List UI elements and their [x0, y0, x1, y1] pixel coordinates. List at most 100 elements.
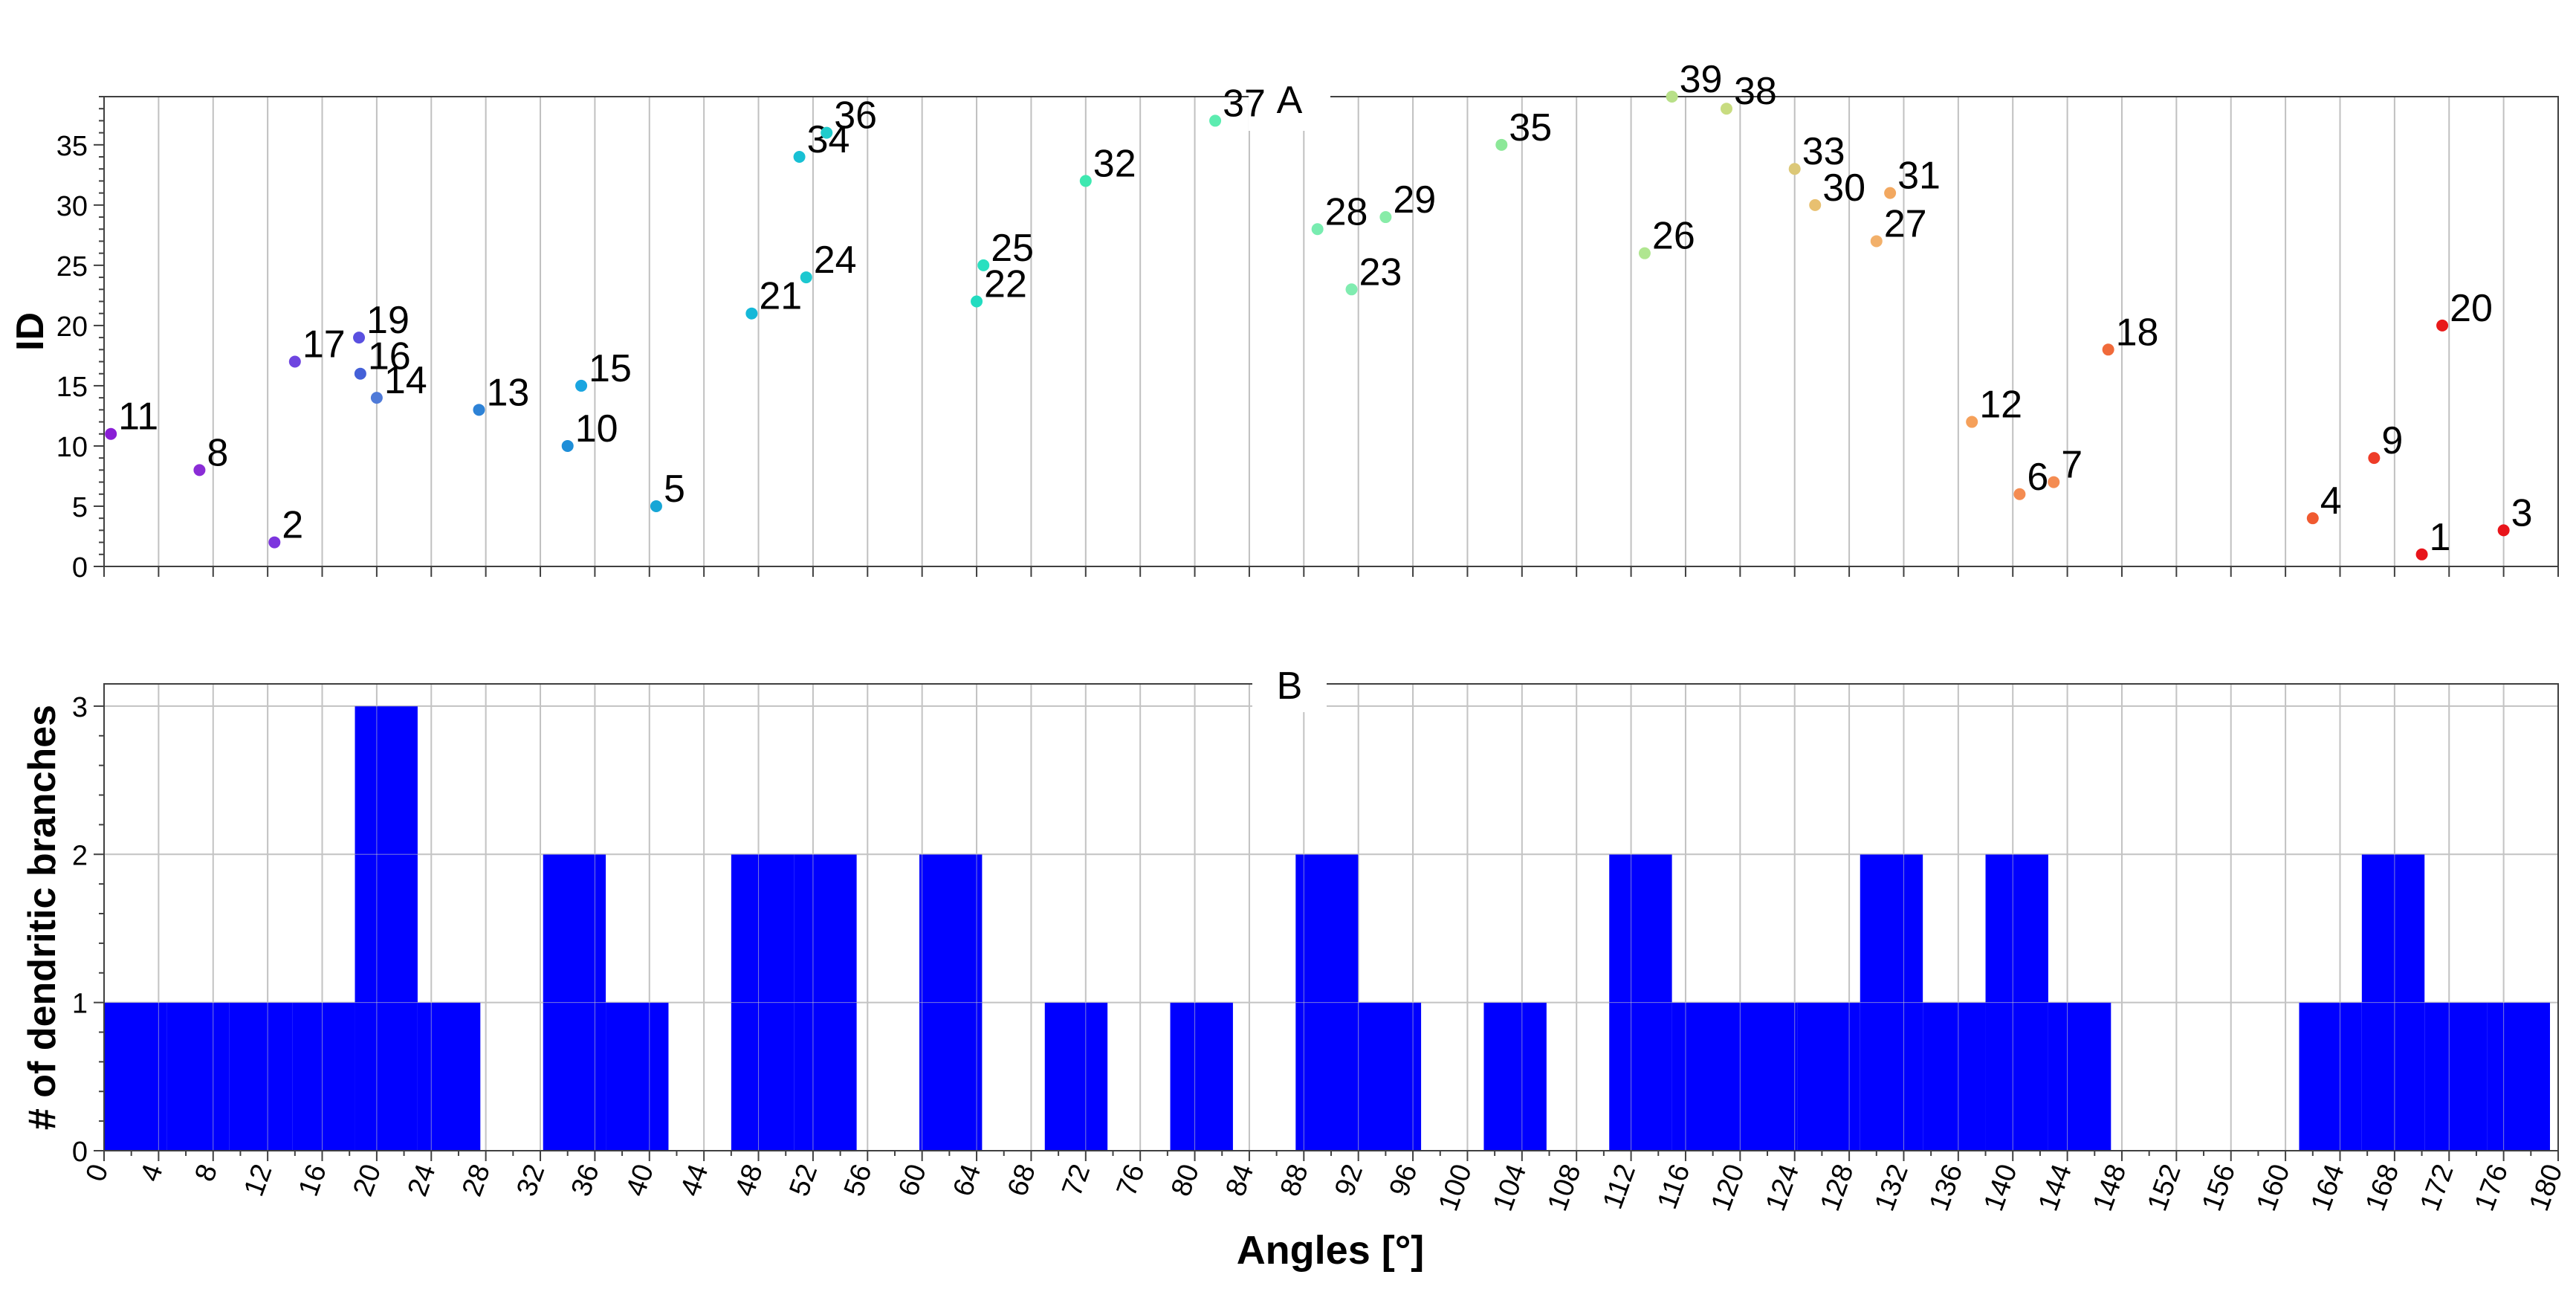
histogram-bar: [1044, 1002, 1108, 1151]
scatter-point-label: 39: [1680, 58, 1723, 101]
scatter-point: [971, 295, 983, 308]
scatter-point-label: 15: [589, 347, 632, 390]
scatter-point-label: 32: [1093, 142, 1136, 185]
histogram-bar: [2424, 1002, 2488, 1151]
histogram-x-tick-label: 48: [729, 1160, 769, 1201]
scatter-point: [800, 271, 812, 284]
scatter-point: [1666, 91, 1678, 103]
histogram-x-tick-label: 156: [2196, 1160, 2242, 1215]
scatter-point: [1809, 198, 1822, 211]
scatter-point-label: 33: [1802, 130, 1845, 173]
histogram-x-tick-label: 28: [456, 1160, 496, 1201]
histogram-x-axis-label: Angles [°]: [1237, 1228, 1425, 1273]
scatter-point-label: 17: [302, 323, 346, 366]
histogram-x-tick-label: 68: [1002, 1160, 1042, 1201]
scatter-point-label: 26: [1652, 215, 1695, 258]
histogram-x-tick-label: 32: [511, 1160, 551, 1201]
histogram-x-tick-label: 104: [1487, 1160, 1533, 1215]
scatter-y-axis-label: ID: [9, 312, 52, 351]
scatter-point-label: 35: [1509, 106, 1552, 149]
scatter-point-label: 29: [1393, 178, 1436, 222]
scatter-point: [2048, 476, 2060, 488]
histogram-x-tick-label: 116: [1651, 1160, 1696, 1213]
histogram-x-tick-label: 144: [2033, 1160, 2078, 1215]
histogram-y-axis: 0 1 2 3: [72, 692, 104, 1168]
panel-b-label: B: [1277, 665, 1303, 708]
histogram-x-tick-label: 132: [1869, 1160, 1915, 1215]
histogram-bar: [2048, 1002, 2111, 1151]
scatter-point-label: 6: [2027, 456, 2048, 499]
scatter-point: [2436, 319, 2449, 332]
scatter-point: [977, 259, 990, 271]
scatter-point: [1870, 235, 1883, 248]
scatter-point: [353, 332, 366, 344]
panel-a-label: A: [1277, 79, 1303, 122]
scatter-point-label: 3: [2511, 491, 2533, 534]
histogram-bar: [166, 1002, 230, 1151]
histogram-y-tick-label: 1: [72, 989, 88, 1020]
scatter-point: [193, 464, 206, 476]
scatter-point: [2306, 512, 2319, 525]
scatter-point: [745, 307, 758, 320]
scatter-point: [2368, 452, 2381, 465]
scatter-point-label: 1: [2430, 516, 2451, 559]
scatter-point-label: 2: [282, 504, 303, 547]
scatter-point: [268, 536, 281, 549]
scatter-point: [561, 439, 574, 452]
histogram-bar: [417, 1002, 481, 1151]
scatter-point-label: 31: [1897, 155, 1941, 198]
histogram-bar: [1797, 1002, 1860, 1151]
scatter-point: [2102, 343, 2114, 356]
histogram-bar: [1672, 1002, 1735, 1151]
histogram-x-tick-label: 152: [2142, 1160, 2187, 1215]
scatter-point-label: 14: [384, 359, 427, 402]
scatter-y-tick-label: 15: [56, 372, 88, 403]
scatter-point: [1379, 211, 1392, 224]
histogram-x-tick-label: 24: [402, 1160, 442, 1201]
scatter-point-label: 4: [2320, 479, 2342, 523]
histogram-x-tick-label: 72: [1056, 1160, 1096, 1201]
scatter-point: [821, 126, 833, 139]
scatter-point-label: 28: [1325, 190, 1368, 233]
scatter-point: [2415, 548, 2428, 560]
histogram-bar: [2299, 1002, 2362, 1151]
scatter-point: [370, 392, 383, 404]
histogram-x-tick-label: 120: [1706, 1160, 1751, 1215]
scatter-point: [650, 500, 662, 512]
scatter-point: [2013, 488, 2026, 500]
scatter-point: [105, 427, 117, 440]
scatter-x-tick-marks: [103, 566, 2559, 577]
histogram-x-tick-label: 60: [893, 1160, 933, 1201]
histogram-x-tick-label: 112: [1597, 1160, 1642, 1213]
scatter-point: [793, 151, 806, 164]
scatter-point-label: 19: [366, 299, 410, 342]
scatter-point-label: 22: [984, 262, 1027, 306]
scatter-point-label: 8: [207, 431, 228, 474]
scatter-y-tick-label: 30: [56, 191, 88, 222]
scatter-point: [354, 367, 366, 380]
scatter-point-label: 30: [1822, 167, 1865, 210]
scatter-point-label: 9: [2381, 419, 2403, 462]
scatter-point-label: 25: [991, 227, 1034, 270]
histogram-x-tick-label: 76: [1111, 1160, 1151, 1201]
histogram-x-tick-label: 52: [783, 1160, 823, 1201]
scatter-point-label: 36: [834, 94, 877, 138]
histogram-x-tick-label: 168: [2360, 1160, 2405, 1215]
scatter-point: [1345, 283, 1358, 296]
histogram-x-tick-label: 84: [1220, 1160, 1260, 1201]
panel-a-label-background: [1249, 73, 1330, 131]
scatter-point: [288, 355, 301, 368]
scatter-point-label: 18: [2116, 311, 2159, 354]
scatter-point-label: 27: [1884, 202, 1927, 245]
histogram-x-tick-label: 0: [80, 1160, 115, 1186]
scatter-point-label: 16: [368, 335, 411, 378]
histogram-x-tick-label: 148: [2087, 1160, 2132, 1215]
histogram-x-tick-label: 16: [293, 1160, 333, 1201]
panel-b-label-background: [1252, 660, 1327, 712]
histogram-x-tick-label: 176: [2469, 1160, 2514, 1215]
scatter-y-tick-label: 35: [56, 131, 88, 162]
histogram-bar: [355, 705, 418, 1151]
